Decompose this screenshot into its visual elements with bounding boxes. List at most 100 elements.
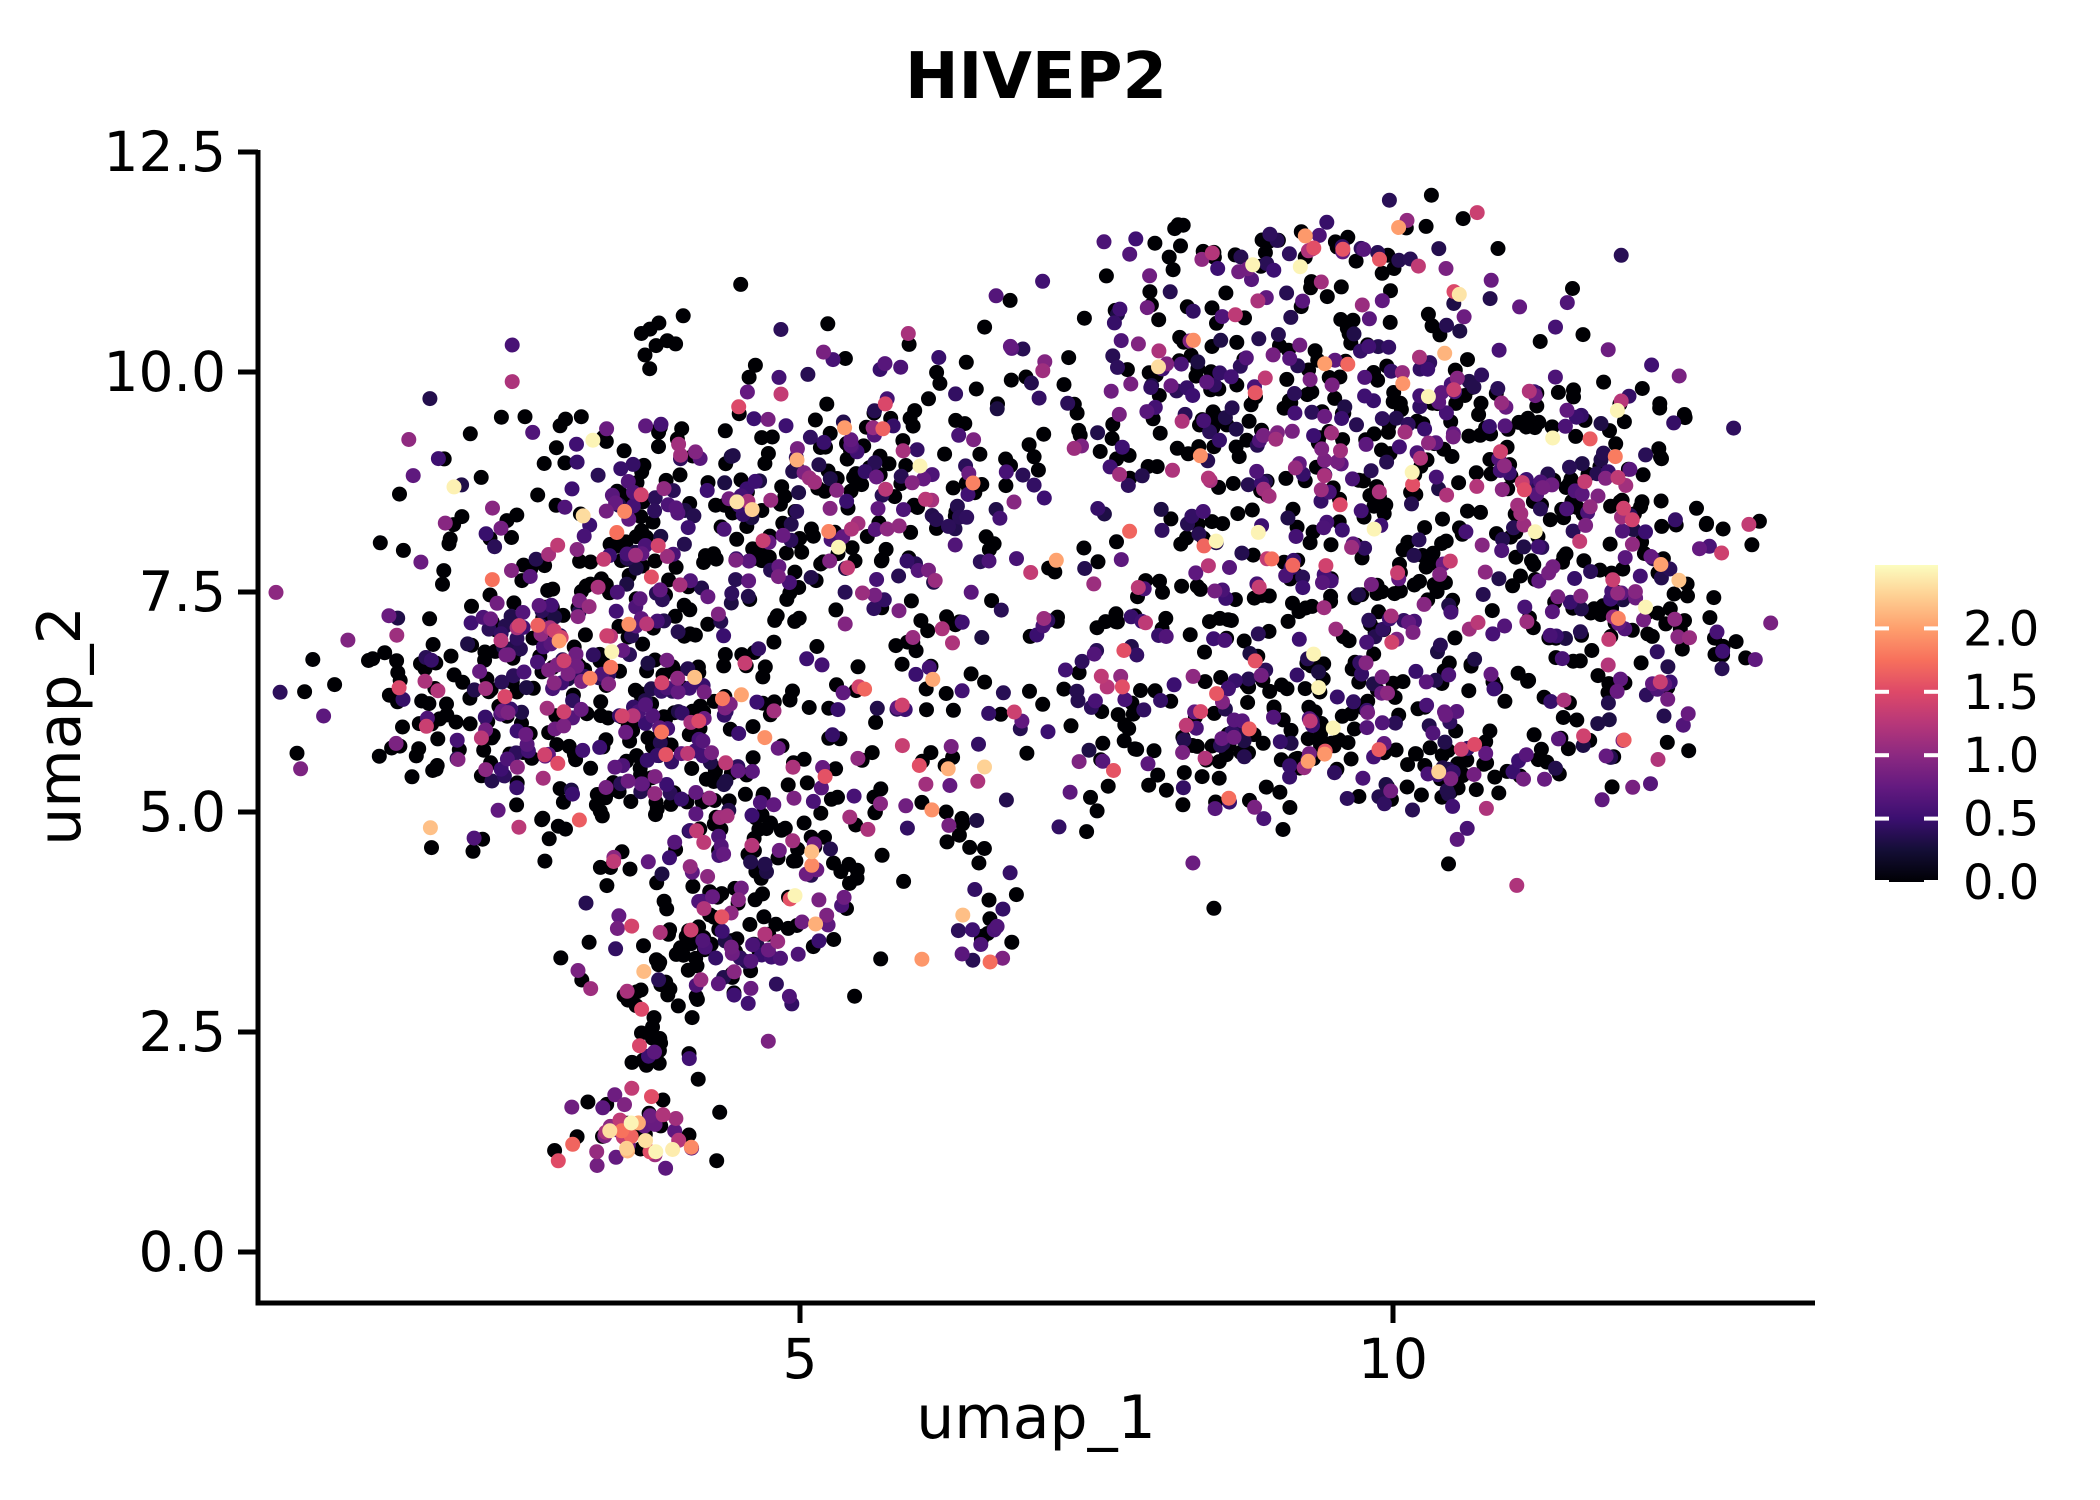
data-point (808, 916, 824, 932)
data-point (1311, 680, 1327, 696)
data-point (1692, 541, 1707, 557)
data-point (729, 494, 745, 510)
data-point (1638, 524, 1653, 540)
data-point (476, 742, 492, 758)
data-point (1404, 464, 1420, 480)
data-point (1345, 471, 1360, 487)
data-point (1445, 798, 1461, 814)
data-point (1257, 370, 1273, 386)
data-point (1496, 458, 1512, 474)
data-point (289, 745, 305, 761)
data-point (716, 521, 732, 537)
data-point (1279, 285, 1295, 301)
data-point (995, 685, 1011, 701)
data-point (602, 1123, 618, 1139)
data-point (841, 856, 857, 872)
data-point (684, 1010, 700, 1026)
data-point (1451, 286, 1467, 302)
data-point (1212, 610, 1228, 626)
data-point (651, 439, 666, 455)
data-point (1166, 677, 1182, 693)
data-point (506, 595, 522, 611)
data-point (340, 632, 356, 648)
data-point (698, 771, 714, 787)
data-point (715, 691, 730, 707)
data-point (901, 336, 917, 352)
data-point (1634, 381, 1650, 396)
data-point (966, 432, 982, 448)
data-point (1439, 783, 1455, 798)
data-point (1212, 432, 1227, 448)
data-point (1674, 641, 1690, 657)
data-point (662, 850, 677, 866)
data-point (550, 755, 566, 771)
data-point (1227, 307, 1243, 323)
data-point (1339, 791, 1355, 806)
data-point (969, 813, 985, 828)
data-point (1287, 460, 1303, 476)
data-point (1282, 350, 1298, 366)
data-point (785, 853, 801, 869)
data-point (807, 474, 823, 490)
data-point (1090, 554, 1106, 570)
data-point (921, 660, 937, 676)
data-point (1659, 734, 1675, 750)
data-point (1116, 733, 1132, 749)
data-point (1221, 790, 1237, 806)
data-point (515, 605, 531, 620)
data-point (565, 786, 580, 802)
data-point (1681, 743, 1697, 759)
data-point (1468, 782, 1484, 798)
data-point (1076, 310, 1092, 326)
data-point (693, 972, 709, 988)
data-point (928, 512, 944, 528)
data-point (1508, 549, 1524, 565)
data-point (1056, 377, 1072, 393)
data-point (1139, 404, 1155, 420)
data-point (981, 553, 997, 569)
data-point (704, 745, 719, 761)
data-point (1351, 587, 1366, 603)
data-point (777, 489, 793, 504)
data-point (1228, 421, 1244, 437)
data-point (763, 492, 779, 508)
data-point (1726, 420, 1742, 436)
data-point (1058, 662, 1073, 678)
data-point (909, 442, 925, 458)
data-point (1466, 379, 1482, 395)
data-point (728, 572, 744, 588)
data-point (826, 932, 842, 947)
data-point (1111, 406, 1127, 422)
data-point (489, 595, 505, 611)
data-point (920, 623, 936, 639)
data-point (651, 1055, 667, 1071)
data-point (1493, 444, 1508, 460)
data-point (758, 821, 774, 837)
data-point (1002, 292, 1018, 308)
data-point (1268, 431, 1284, 447)
data-point (1596, 445, 1611, 461)
data-point (893, 468, 909, 484)
data-point (1594, 792, 1610, 808)
data-point (974, 630, 990, 645)
data-point (625, 708, 641, 724)
colorbar-gradient-rect (1875, 565, 1938, 882)
data-point (1208, 533, 1224, 549)
data-point (1122, 246, 1138, 262)
data-point (1192, 581, 1208, 597)
data-point (877, 356, 893, 372)
data-point (743, 953, 759, 969)
data-point (741, 553, 757, 569)
data-point (1048, 552, 1064, 568)
data-point (1610, 585, 1626, 601)
data-point (1301, 699, 1317, 715)
data-point (864, 745, 880, 761)
data-point (1598, 748, 1614, 764)
data-point (604, 644, 620, 660)
data-point (430, 683, 446, 699)
data-point (654, 866, 670, 882)
data-point (633, 326, 649, 341)
data-point (601, 676, 617, 692)
data-point (494, 674, 510, 690)
data-point (1240, 477, 1256, 493)
